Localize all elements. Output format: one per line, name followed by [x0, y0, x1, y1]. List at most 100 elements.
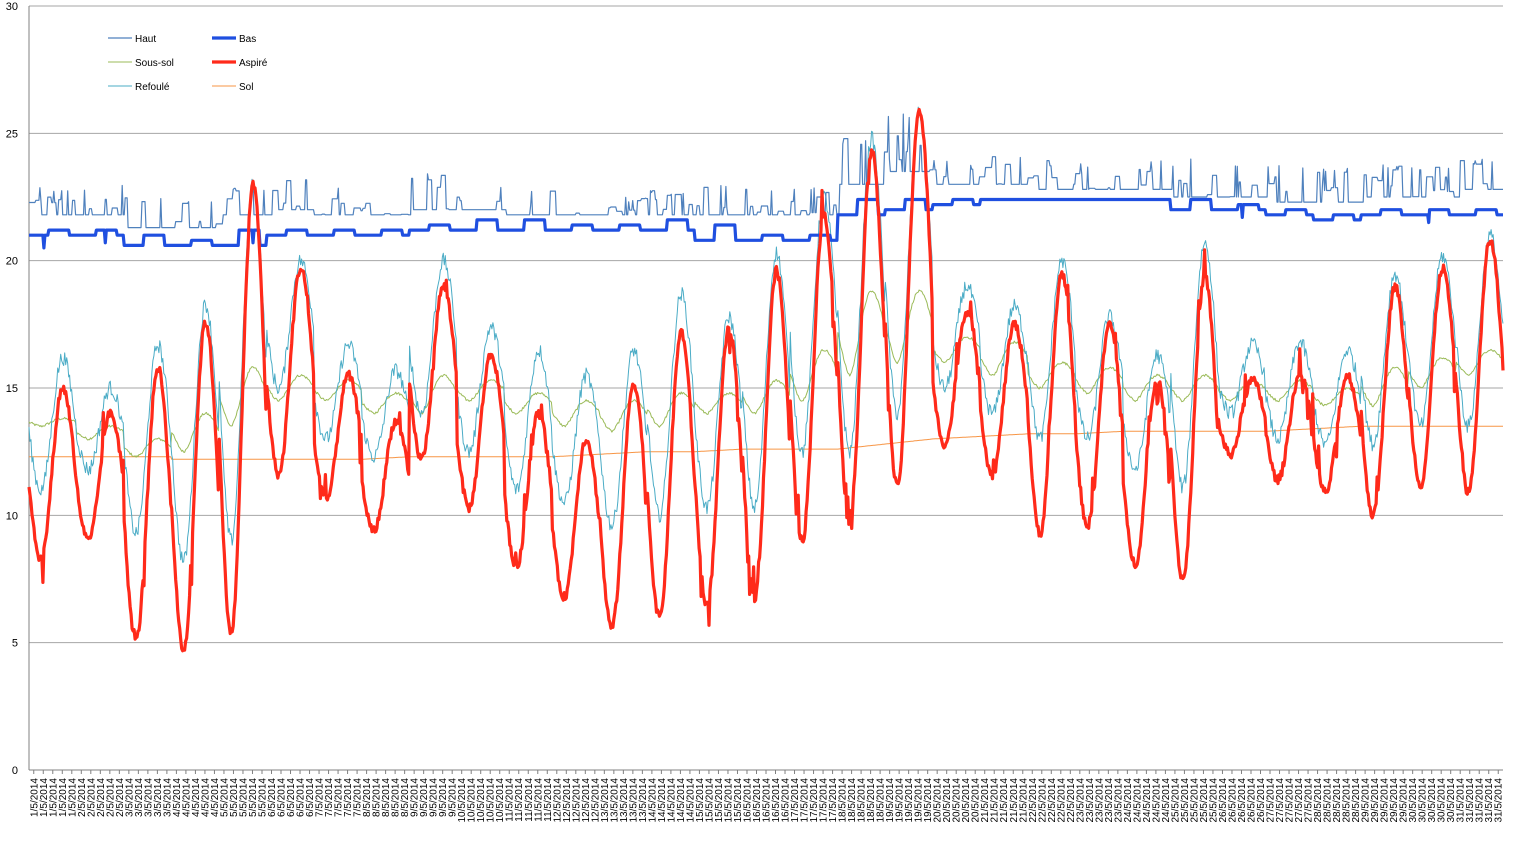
x-tick-label: 19/5/2014 — [923, 778, 934, 823]
x-tick-label: 17/5/2014 — [800, 778, 811, 823]
x-tick-label: 18/5/2014 — [857, 778, 868, 823]
x-tick-label: 21/5/2014 — [1018, 778, 1029, 823]
x-tick-label: 12/5/2014 — [581, 778, 592, 823]
x-tick-label: 29/5/2014 — [1370, 778, 1381, 823]
series-line-haut — [29, 113, 1503, 229]
x-tick-label: 5/5/2014 — [239, 778, 250, 817]
x-tick-label: 6/5/2014 — [305, 778, 316, 817]
x-tick-label: 28/5/2014 — [1342, 778, 1353, 823]
x-tick-label: 12/5/2014 — [552, 778, 563, 823]
x-tick-label: 9/5/2014 — [438, 778, 449, 817]
legend-label-sous-sol: Sous-sol — [135, 58, 174, 69]
x-tick-label: 1/5/2014 — [39, 778, 50, 817]
y-tick-label: 25 — [6, 128, 18, 140]
x-tick-label: 11/5/2014 — [543, 778, 554, 822]
x-tick-label: 28/5/2014 — [1332, 778, 1343, 823]
x-tick-label: 23/5/2014 — [1085, 778, 1096, 823]
series-line-refoul- — [28, 106, 1504, 563]
x-tick-label: 12/5/2014 — [562, 778, 573, 823]
x-tick-label: 3/5/2014 — [124, 778, 135, 817]
x-tick-label: 15/5/2014 — [714, 778, 725, 823]
x-tick-label: 9/5/2014 — [429, 778, 440, 817]
x-tick-label: 27/5/2014 — [1304, 778, 1315, 823]
x-tick-label: 8/5/2014 — [400, 778, 411, 817]
x-tick-label: 14/5/2014 — [647, 778, 658, 823]
x-tick-label: 22/5/2014 — [1047, 778, 1058, 823]
x-tick-label: 10/5/2014 — [476, 778, 487, 823]
x-tick-label: 29/5/2014 — [1361, 778, 1372, 823]
x-tick-label: 2/5/2014 — [86, 778, 97, 817]
x-tick-label: 29/5/2014 — [1389, 778, 1400, 823]
x-tick-label: 3/5/2014 — [162, 778, 173, 817]
x-tick-label: 18/5/2014 — [876, 778, 887, 823]
x-tick-label: 1/5/2014 — [29, 778, 40, 817]
x-tick-label: 4/5/2014 — [191, 778, 202, 817]
x-tick-label: 27/5/2014 — [1266, 778, 1277, 823]
x-tick-label: 12/5/2014 — [590, 778, 601, 823]
x-tick-label: 13/5/2014 — [619, 778, 630, 823]
y-tick-label: 5 — [12, 638, 18, 650]
x-tick-label: 8/5/2014 — [372, 778, 383, 817]
x-tick-label: 14/5/2014 — [685, 778, 696, 823]
x-tick-label: 25/5/2014 — [1189, 778, 1200, 823]
x-tick-label: 6/5/2014 — [277, 778, 288, 817]
x-tick-label: 23/5/2014 — [1104, 778, 1115, 823]
legend-label-refoul-: Refoulé — [135, 82, 170, 93]
x-tick-label: 15/5/2014 — [704, 778, 715, 823]
x-tick-label: 6/5/2014 — [267, 778, 278, 817]
x-tick-label: 7/5/2014 — [324, 778, 335, 817]
series-line-bas — [28, 197, 1504, 250]
x-tick-label: 13/5/2014 — [638, 778, 649, 823]
x-tick-label: 24/5/2014 — [1132, 778, 1143, 823]
x-tick-label: 21/5/2014 — [980, 778, 991, 823]
x-tick-label: 18/5/2014 — [847, 778, 858, 823]
legend-label-aspir-: Aspiré — [239, 58, 268, 69]
x-tick-label: 13/5/2014 — [600, 778, 611, 823]
y-axis-tick-labels: 0 5 10 15 20 25 30 — [6, 1, 18, 777]
x-tick-label: 18/5/2014 — [866, 778, 877, 823]
x-tick-label: 31/5/2014 — [1475, 778, 1486, 823]
x-tick-label: 5/5/2014 — [248, 778, 259, 817]
x-tick-label: 7/5/2014 — [315, 778, 326, 817]
x-tick-label: 26/5/2014 — [1256, 778, 1267, 823]
data-series — [27, 106, 1505, 653]
x-tick-label: 19/5/2014 — [904, 778, 915, 823]
x-tick-label: 23/5/2014 — [1075, 778, 1086, 823]
x-tick-label: 31/5/2014 — [1465, 778, 1476, 823]
x-tick-label: 21/5/2014 — [990, 778, 1001, 823]
x-tick-label: 8/5/2014 — [362, 778, 373, 817]
x-tick-label: 20/5/2014 — [933, 778, 944, 823]
legend-label-haut: Haut — [135, 34, 156, 45]
x-tick-label: 17/5/2014 — [790, 778, 801, 823]
x-tick-label: 30/5/2014 — [1427, 778, 1438, 823]
x-tick-label: 8/5/2014 — [381, 778, 392, 817]
x-tick-label: 30/5/2014 — [1446, 778, 1457, 823]
x-tick-label: 3/5/2014 — [153, 778, 164, 817]
x-tick-label: 20/5/2014 — [971, 778, 982, 823]
x-tick-label: 30/5/2014 — [1418, 778, 1429, 823]
x-tick-label: 23/5/2014 — [1113, 778, 1124, 823]
x-tick-label: 16/5/2014 — [762, 778, 773, 823]
legend-label-bas: Bas — [239, 34, 256, 45]
gridlines — [28, 5, 1503, 771]
x-tick-label: 15/5/2014 — [733, 778, 744, 823]
x-tick-label: 2/5/2014 — [77, 778, 88, 817]
x-tick-label: 13/5/2014 — [609, 778, 620, 823]
x-tick-label: 25/5/2014 — [1199, 778, 1210, 823]
x-tick-label: 7/5/2014 — [334, 778, 345, 817]
x-tick-label: 22/5/2014 — [1056, 778, 1067, 823]
legend: Haut Bas Sous-sol Aspiré Refoulé Sol — [108, 34, 268, 93]
x-tick-label: 14/5/2014 — [676, 778, 687, 823]
x-tick-label: 27/5/2014 — [1275, 778, 1286, 823]
x-tick-label: 24/5/2014 — [1142, 778, 1153, 823]
x-tick-label: 15/5/2014 — [724, 778, 735, 823]
y-tick-label: 30 — [6, 1, 18, 13]
x-tick-label: 25/5/2014 — [1180, 778, 1191, 823]
x-axis: 1/5/20141/5/20141/5/20141/5/20141/5/2014… — [29, 769, 1505, 823]
x-tick-label: 29/5/2014 — [1380, 778, 1391, 823]
x-tick-label: 13/5/2014 — [628, 778, 639, 823]
x-tick-label: 20/5/2014 — [961, 778, 972, 823]
x-tick-label: 20/5/2014 — [942, 778, 953, 823]
y-tick-label: 10 — [6, 510, 18, 522]
